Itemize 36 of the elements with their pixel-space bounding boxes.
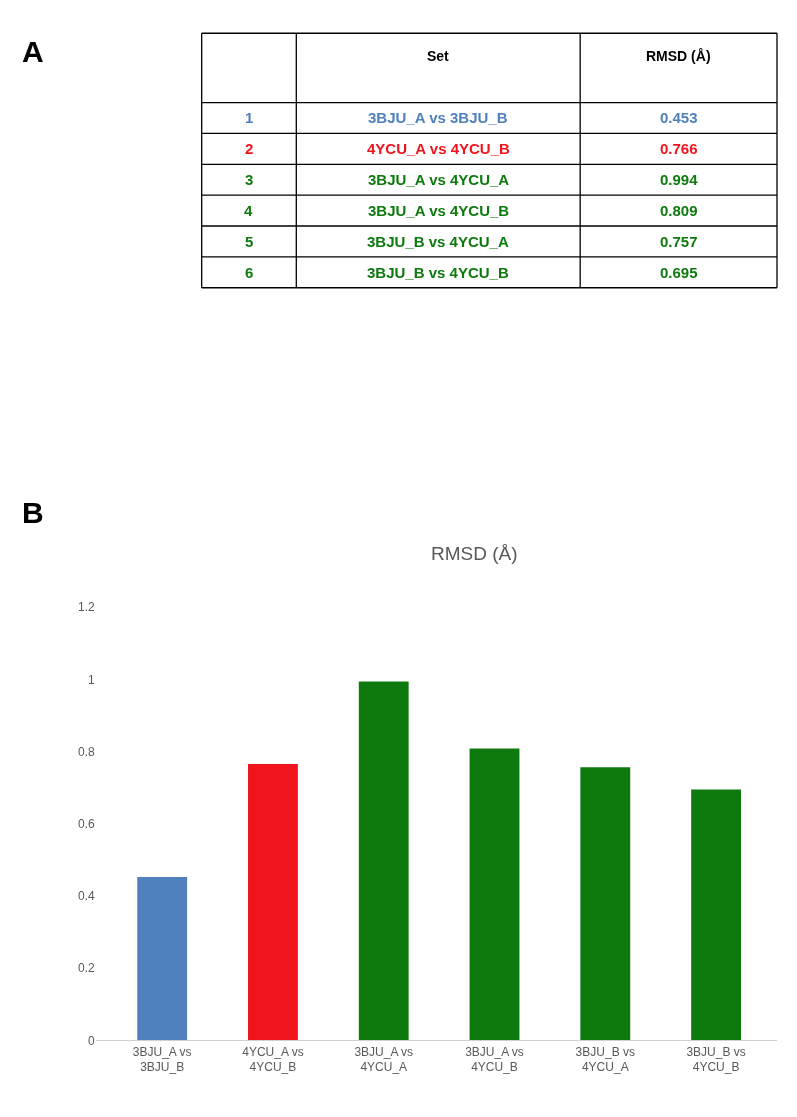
text: 0.453 [660,109,698,126]
x-tick-label: 3BJU_B vs 4YCU_A [575,1044,635,1075]
category-label: 3BJU_B vs 4YCU_A [367,233,509,250]
text: 1 [245,109,254,126]
x-tick-label: 3BJU_A vs 3BJU_B [132,1044,192,1075]
text: 5 [245,233,254,250]
y-tick-label: 1 [88,672,96,687]
category-label: 3BJU_A vs 3BJU_B [368,109,508,126]
chart-title: RMSD (Å) [431,543,518,564]
category-label: 4YCU_A vs 4YCU_B [367,140,510,157]
y-tick-label: 1.2 [78,600,96,615]
y-tick-label: 0.8 [78,744,96,759]
text: 0.994 [660,171,699,188]
text: 4 [244,202,253,219]
text: 0.809 [660,202,698,219]
text: 3 [245,171,254,188]
text: Set [427,48,450,64]
text: 2 [245,140,254,157]
x-tick-label: 3BJU_A vs 4YCU_A [354,1044,414,1075]
category-label: 3BJU_B vs 4YCU_B [367,264,509,281]
y-tick-label: 0.2 [78,961,96,976]
text: 6 [245,264,254,281]
x-tick-label: 3BJU_A vs 4YCU_B [465,1044,524,1075]
chart-title: RMSD (Å) [646,48,711,64]
category-label: 3BJU_A vs 4YCU_B [368,202,510,219]
text: B [22,496,44,529]
y-tick-label: 0 [88,1033,96,1048]
text: 0.757 [660,233,698,250]
text: A [22,35,44,68]
category-label: 3BJU_A vs 4YCU_A [368,171,510,188]
x-tick-label: 3BJU_B vs 4YCU_B [686,1044,746,1075]
text: 0.695 [660,264,698,281]
y-tick-label: 0.4 [78,889,96,904]
x-tick-label: 4YCU_A vs 4YCU_B [242,1044,304,1075]
text: 0.766 [660,140,698,157]
y-tick-label: 0.6 [78,817,96,832]
